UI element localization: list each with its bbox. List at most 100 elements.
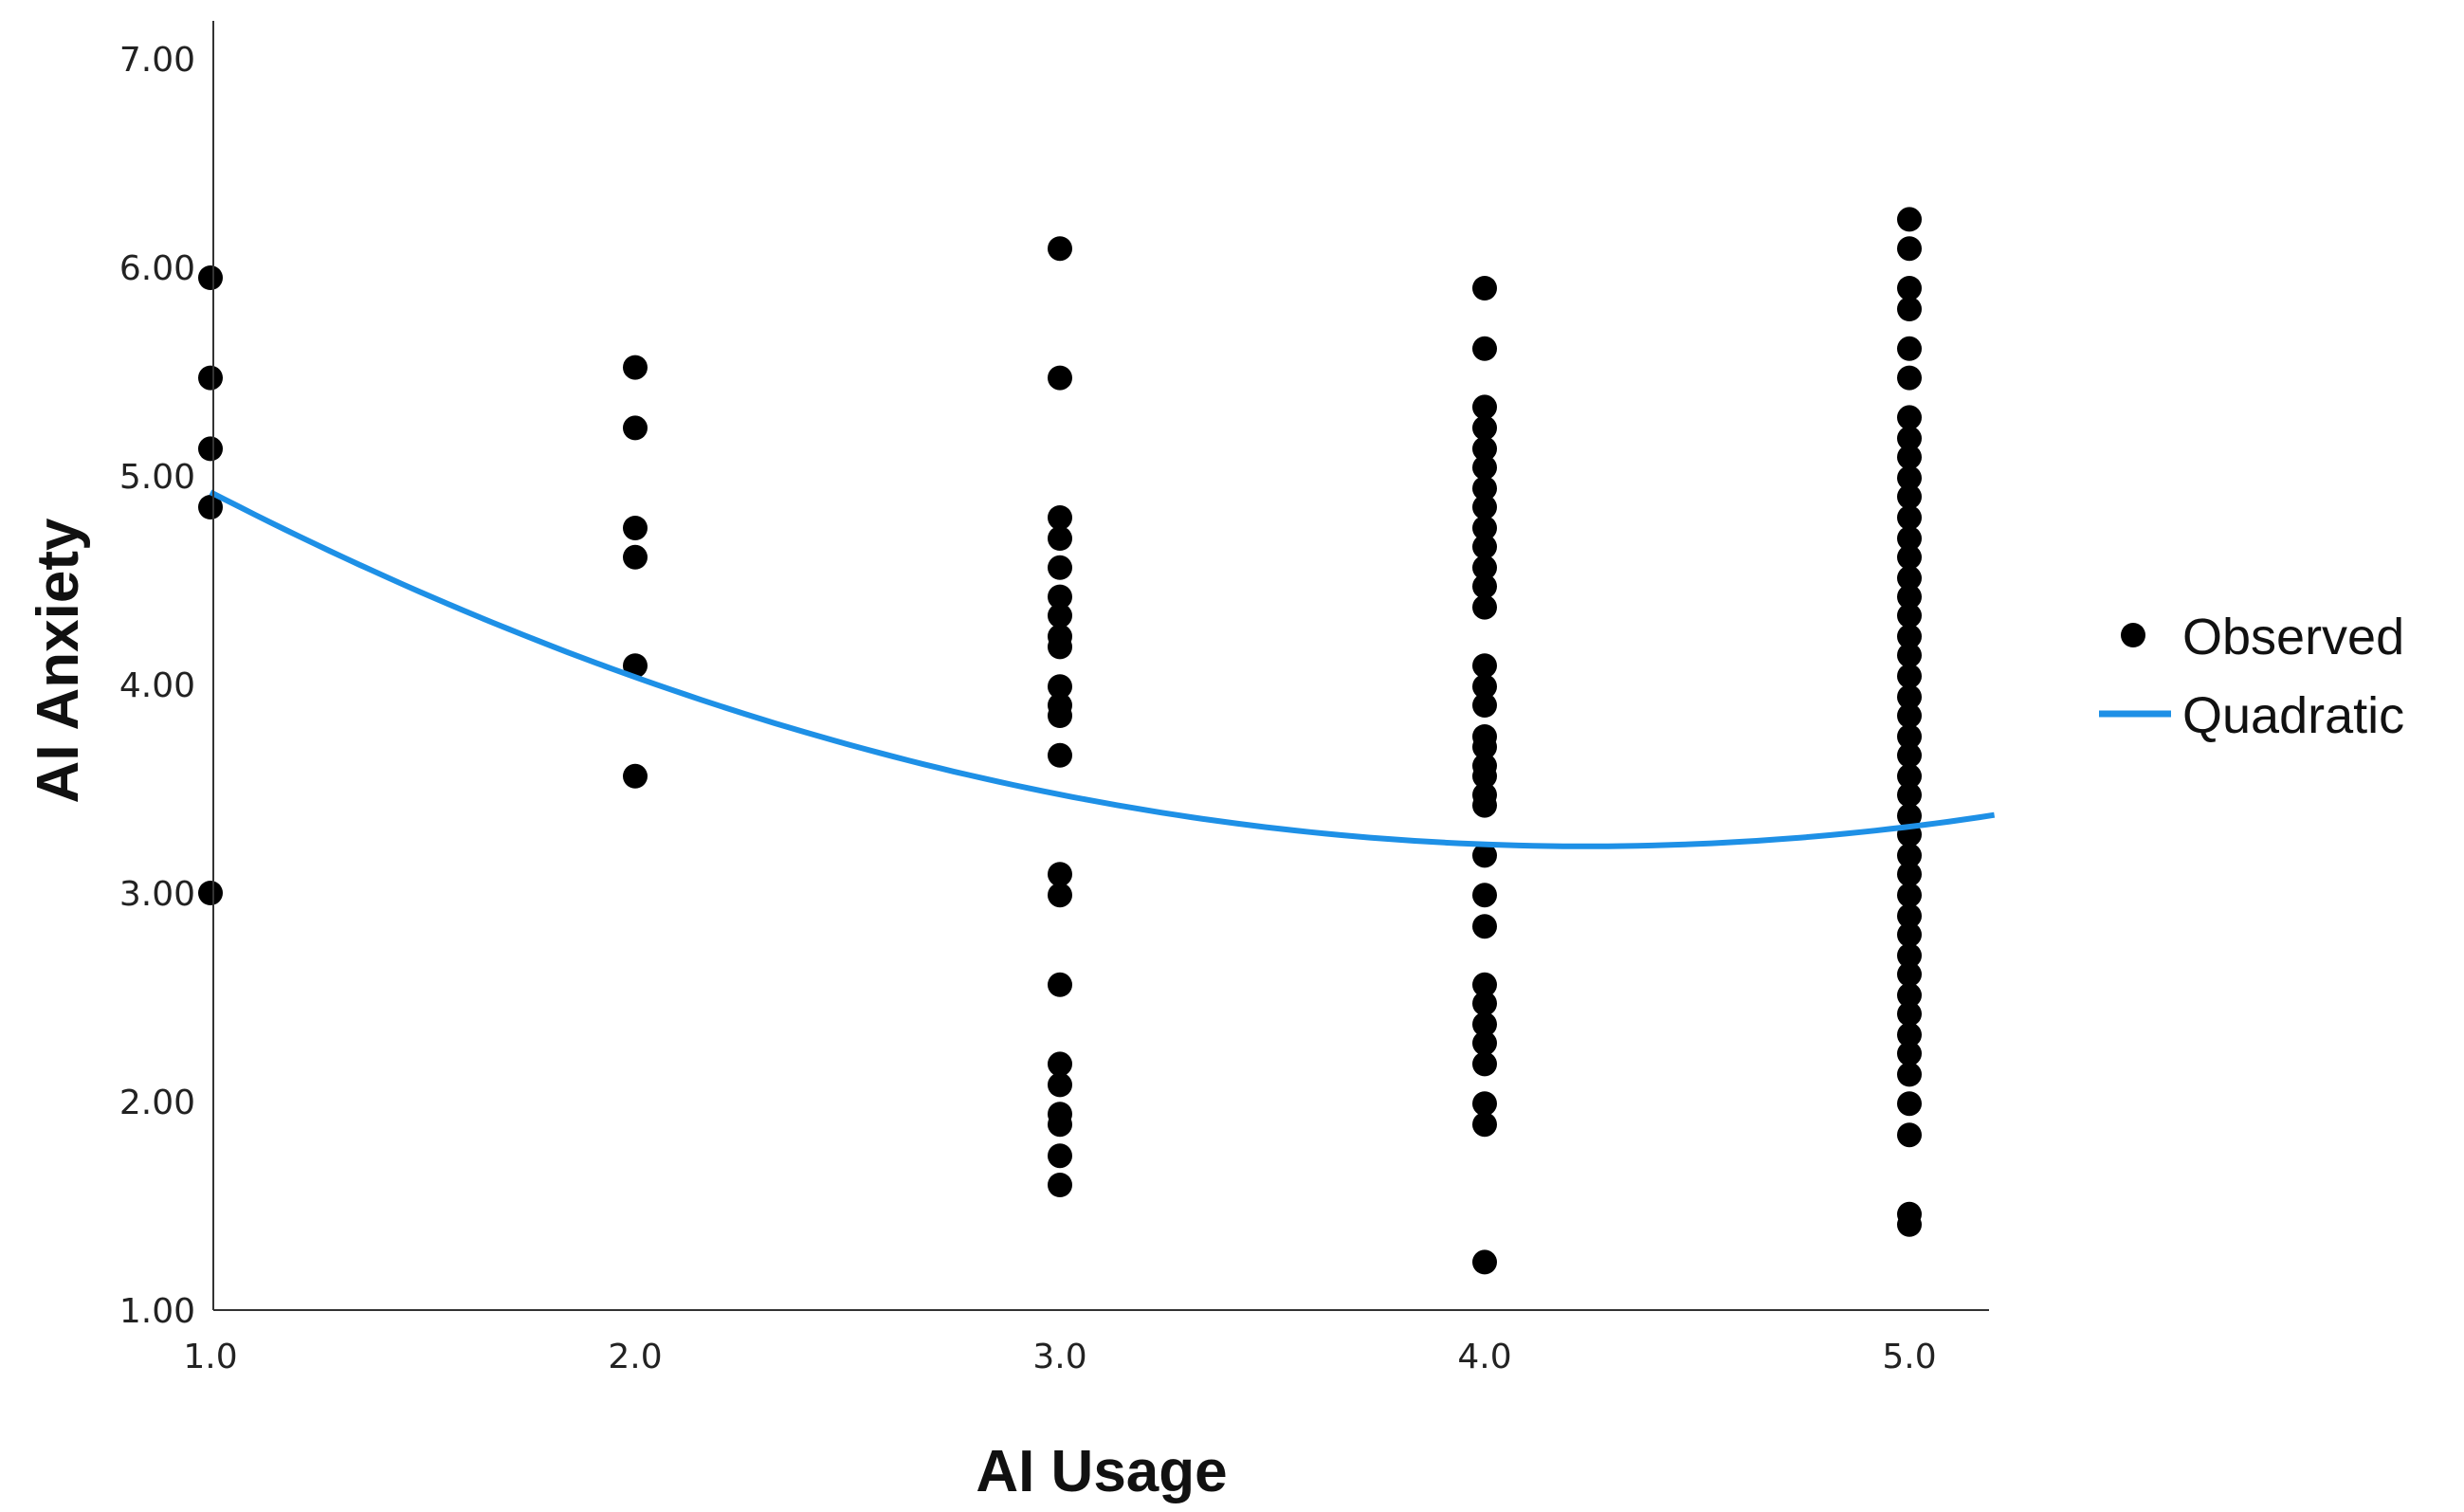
observed-point — [1897, 603, 1922, 628]
observed-point — [1048, 603, 1072, 628]
observed-point — [1897, 782, 1922, 808]
legend: Observed Quadratic — [2099, 609, 2404, 744]
observed-point — [1897, 365, 1922, 391]
x-tick-label: 4.0 — [1457, 1338, 1511, 1376]
observed-point — [1472, 735, 1497, 759]
legend-observed-label: Observed — [2182, 609, 2404, 665]
axes — [212, 21, 1989, 1311]
observed-point — [1897, 1022, 1922, 1047]
observed-point — [1897, 763, 1922, 789]
y-tick-label: 2.00 — [119, 1084, 195, 1122]
observed-point — [1048, 505, 1072, 530]
observed-point — [1897, 484, 1922, 509]
observed-point — [1897, 922, 1922, 947]
y-tick-label: 7.00 — [119, 41, 195, 80]
observed-point — [198, 265, 223, 290]
x-tick-label: 2.0 — [608, 1338, 662, 1376]
observed-point — [1897, 742, 1922, 768]
y-tick-label: 6.00 — [119, 249, 195, 288]
observed-point — [1048, 1112, 1072, 1138]
y-tick-label: 1.00 — [119, 1292, 195, 1331]
observed-point — [1897, 426, 1922, 451]
observed-point — [1897, 703, 1922, 728]
observed-point — [1048, 1173, 1072, 1197]
observed-point — [1472, 1011, 1497, 1037]
observed-point — [1472, 555, 1497, 580]
x-tick-label: 1.0 — [183, 1338, 237, 1376]
observed-point — [1048, 1143, 1072, 1169]
observed-point — [1897, 803, 1922, 829]
observed-point — [1472, 674, 1497, 700]
observed-point — [1897, 445, 1922, 470]
observed-point — [1048, 862, 1072, 887]
observed-point — [1897, 1211, 1922, 1237]
observed-point — [1897, 505, 1922, 530]
observed-point — [1897, 1001, 1922, 1027]
observed-point — [1897, 565, 1922, 591]
quadratic-curve — [209, 489, 1996, 849]
observed-point — [1472, 1030, 1497, 1056]
observed-point — [1897, 684, 1922, 710]
observed-point — [1472, 594, 1497, 620]
observed-point — [1897, 207, 1922, 232]
tick-labels: 1.0 2.0 3.0 4.0 5.0 1.00 2.00 3.00 4.00 5.00 6.00 7… — [119, 41, 1937, 1376]
observed-point — [1048, 555, 1072, 580]
observed-point — [1048, 365, 1072, 391]
observed-point — [1472, 495, 1497, 519]
observed-point — [623, 355, 648, 380]
observed-point — [1048, 634, 1072, 660]
observed-point — [1472, 534, 1497, 559]
observed-point — [1897, 236, 1922, 262]
observed-point — [1897, 1091, 1922, 1117]
observed-point — [1472, 843, 1497, 868]
observed-point — [1472, 1091, 1497, 1117]
observed-point — [1897, 943, 1922, 968]
x-tick-label: 5.0 — [1882, 1338, 1936, 1376]
observed-point — [1897, 883, 1922, 908]
x-axis-title: AI Usage — [976, 1439, 1227, 1504]
observed-point — [1048, 526, 1072, 551]
observed-point — [1472, 476, 1497, 501]
observed-point — [1472, 455, 1497, 481]
y-tick-label: 5.00 — [119, 458, 195, 497]
quadratic-fit — [209, 489, 1996, 849]
observed-point — [1897, 1062, 1922, 1087]
observed-point — [1897, 544, 1922, 570]
observed-point — [623, 763, 648, 789]
observed-point — [1897, 624, 1922, 649]
observed-point — [1472, 693, 1497, 718]
observed-point — [1897, 297, 1922, 321]
y-axis-title: AI Anxiety — [26, 518, 91, 803]
observed-point — [1472, 991, 1497, 1016]
observed-point — [1048, 584, 1072, 610]
observed-point — [198, 495, 223, 519]
observed-point — [1897, 982, 1922, 1008]
observed-point — [1897, 584, 1922, 610]
observed-point — [623, 544, 648, 570]
observed-point — [1472, 1051, 1497, 1077]
observed-point — [1048, 742, 1072, 768]
observed-point — [1472, 763, 1497, 789]
observed-point — [1048, 972, 1072, 997]
observed-point — [1897, 336, 1922, 361]
observed-points — [198, 207, 1922, 1275]
observed-point — [1472, 574, 1497, 599]
observed-point — [1472, 1112, 1497, 1138]
observed-point — [198, 365, 223, 391]
observed-point — [623, 653, 648, 679]
observed-point — [1897, 526, 1922, 551]
observed-point — [198, 436, 223, 462]
y-tick-label: 3.00 — [119, 875, 195, 914]
observed-point — [1472, 883, 1497, 908]
observed-point — [1897, 664, 1922, 689]
observed-point — [1897, 1122, 1922, 1148]
observed-point — [1897, 1041, 1922, 1066]
observed-point — [1472, 516, 1497, 540]
observed-point — [1897, 276, 1922, 301]
observed-point — [1897, 961, 1922, 987]
observed-point — [1472, 336, 1497, 361]
observed-point — [1897, 903, 1922, 929]
legend-quadratic-label: Quadratic — [2182, 687, 2404, 744]
observed-point — [1897, 643, 1922, 668]
